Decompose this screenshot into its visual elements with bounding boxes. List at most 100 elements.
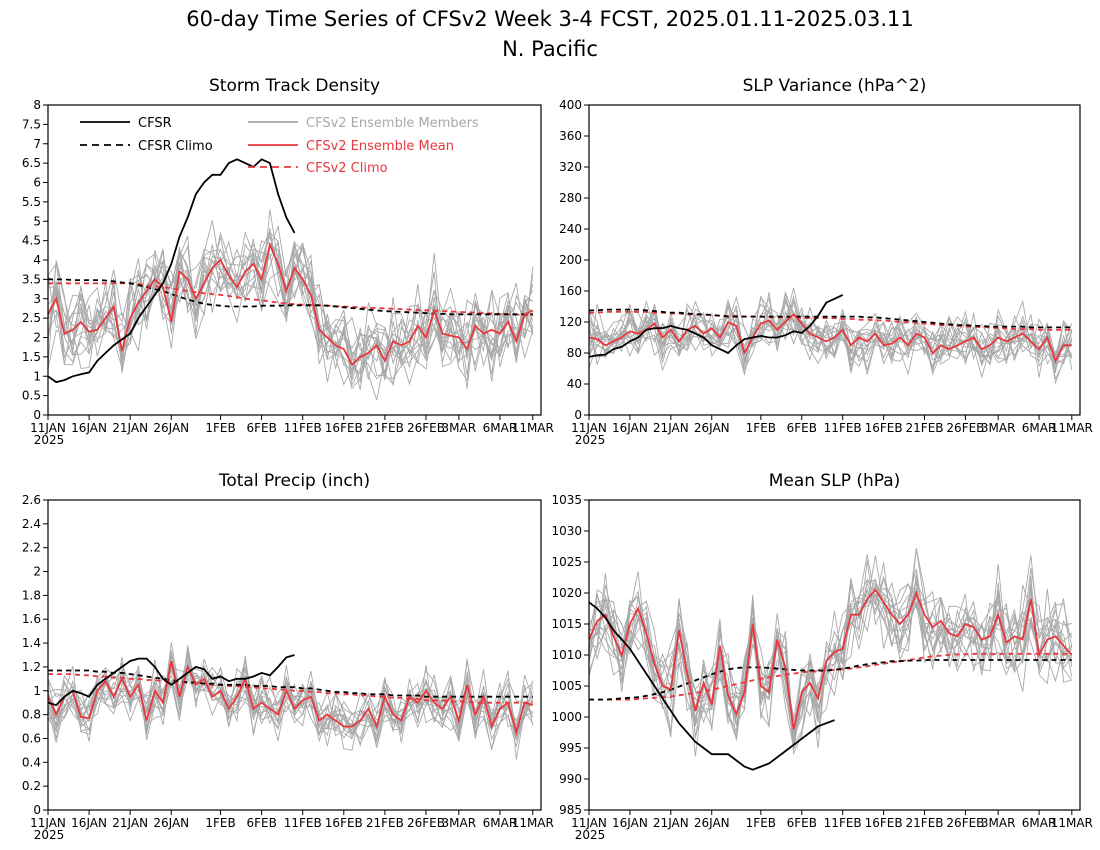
- y-tick-label: 1.4: [22, 636, 41, 650]
- x-tick-label: 26JAN: [153, 816, 189, 830]
- ensemble-member-line: [48, 645, 534, 751]
- x-year-label: 2025: [575, 433, 606, 447]
- y-tick-label: 0.2: [22, 779, 41, 793]
- ensemble-member-line: [589, 585, 1073, 738]
- x-tick-label: 16FEB: [325, 816, 363, 830]
- y-tick-label: 995: [559, 741, 582, 755]
- x-tick-label: 16JAN: [612, 421, 648, 435]
- cfsr-climo-line: [48, 278, 533, 316]
- x-tick-label: 21FEB: [906, 816, 944, 830]
- y-tick-label: 1015: [551, 617, 582, 631]
- ensemble-member-line: [589, 555, 1072, 751]
- y-tick-label: 1025: [551, 555, 582, 569]
- y-tick-label: 7.5: [22, 117, 41, 131]
- x-tick-label: 26FEB: [407, 421, 445, 435]
- x-tick-label: 11JAN: [30, 421, 66, 435]
- y-tick-label: 5: [33, 214, 41, 228]
- x-tick-label: 16FEB: [865, 816, 903, 830]
- x-tick-label: 21JAN: [653, 816, 689, 830]
- x-year-label: 2025: [34, 828, 65, 842]
- y-tick-label: 120: [559, 315, 582, 329]
- x-tick-label: 3MAR: [442, 421, 477, 435]
- y-tick-label: 6.5: [22, 156, 41, 170]
- ensemble-member-line: [589, 567, 1073, 739]
- ensemble-member-line: [589, 568, 1073, 748]
- x-tick-label: 11FEB: [824, 816, 862, 830]
- plot-area: [589, 547, 1073, 771]
- plot-area: [589, 287, 1073, 385]
- y-tick-label: 1020: [551, 586, 582, 600]
- y-tick-label: 1: [33, 369, 41, 383]
- y-tick-label: 0.4: [22, 755, 41, 769]
- y-tick-label: 80: [567, 346, 582, 360]
- x-tick-label: 3MAR: [442, 816, 477, 830]
- y-tick-label: 2.4: [22, 517, 41, 531]
- y-tick-label: 0.8: [22, 708, 41, 722]
- x-tick-label: 16FEB: [325, 421, 363, 435]
- y-tick-label: 2.6: [22, 493, 41, 507]
- ensemble-mean-line: [589, 588, 1073, 730]
- y-tick-label: 1035: [551, 493, 582, 507]
- x-tick-label: 6MAR: [483, 816, 518, 830]
- x-tick-label: 1FEB: [205, 421, 235, 435]
- ensemble-mean-line: [48, 241, 534, 367]
- x-tick-label: 1FEB: [746, 816, 776, 830]
- y-tick-label: 2: [33, 565, 41, 579]
- x-tick-label: 21JAN: [112, 421, 148, 435]
- y-tick-label: 1.6: [22, 612, 41, 626]
- y-tick-label: 4: [33, 253, 41, 267]
- panel-mean-slp: Mean SLP (hPa) 985 990 995 1000 1005 1010 1015 1…: [551, 471, 1092, 842]
- x-tick-label: 11MAR: [512, 421, 554, 435]
- y-tick-label: 2.5: [22, 311, 41, 325]
- panel-slp-variance: SLP Variance (hPa^2) 0 40 80 120 160 200 240 280…: [559, 76, 1093, 447]
- x-tick-label: 3MAR: [981, 816, 1016, 830]
- y-tick-label: 1.2: [22, 660, 41, 674]
- x-year-label: 2025: [34, 433, 65, 447]
- x-tick-label: 16FEB: [865, 421, 903, 435]
- legend: CFSR CFSR Climo CFSv2 Ensemble Members CFSv…: [80, 116, 479, 176]
- y-tick-label: 200: [559, 253, 582, 267]
- ensemble-member-line: [589, 571, 1072, 737]
- x-tick-label: 21JAN: [112, 816, 148, 830]
- cfsr-climo-line: [589, 659, 1072, 701]
- y-tick-label: 0: [33, 803, 41, 817]
- legend-label: CFSR: [138, 116, 172, 131]
- x-tick-label: 11MAR: [1051, 816, 1093, 830]
- x-tick-label: 21FEB: [906, 421, 944, 435]
- x-tick-label: 16JAN: [612, 816, 648, 830]
- x-tick-label: 3MAR: [981, 421, 1016, 435]
- ensemble-member-line: [589, 308, 1073, 364]
- figure-title-line2: N. Pacific: [502, 37, 598, 61]
- y-tick-label: 0.6: [22, 731, 41, 745]
- panel-title: Storm Track Density: [209, 76, 380, 96]
- ensemble-member-line: [48, 241, 534, 376]
- y-tick-label: 1.8: [22, 588, 41, 602]
- y-tick-label: 280: [559, 191, 582, 205]
- ensemble-member-line: [589, 580, 1073, 734]
- x-tick-label: 6MAR: [483, 421, 518, 435]
- x-tick-label: 6FEB: [246, 421, 276, 435]
- x-tick-label: 21FEB: [366, 816, 404, 830]
- y-tick-label: 1005: [551, 679, 582, 693]
- y-tick-label: 7: [33, 137, 41, 151]
- y-tick-label: 0.5: [22, 389, 41, 403]
- y-tick-label: 3.5: [22, 272, 41, 286]
- x-tick-label: 26FEB: [946, 421, 984, 435]
- y-tick-label: 5.5: [22, 195, 41, 209]
- ensemble-member-line: [589, 296, 1072, 376]
- x-tick-label: 11JAN: [571, 816, 607, 830]
- y-tick-label: 1: [33, 684, 41, 698]
- y-tick-label: 3: [33, 292, 41, 306]
- y-tick-label: 0: [33, 408, 41, 422]
- x-tick-label: 26JAN: [694, 421, 730, 435]
- x-tick-label: 26JAN: [153, 421, 189, 435]
- panel-storm-track-density: Storm Track Density 0 0.5 1 1.5 2 2.5 3 3.5 4 4.5 5…: [22, 76, 554, 447]
- cfsv2-climo-line: [48, 282, 533, 317]
- y-tick-label: 40: [567, 377, 582, 391]
- x-tick-label: 11FEB: [824, 421, 862, 435]
- y-tick-label: 0: [574, 408, 582, 422]
- ensemble-member-line: [48, 231, 533, 382]
- ensemble-member-line: [48, 238, 534, 391]
- cfsr-line: [589, 294, 844, 358]
